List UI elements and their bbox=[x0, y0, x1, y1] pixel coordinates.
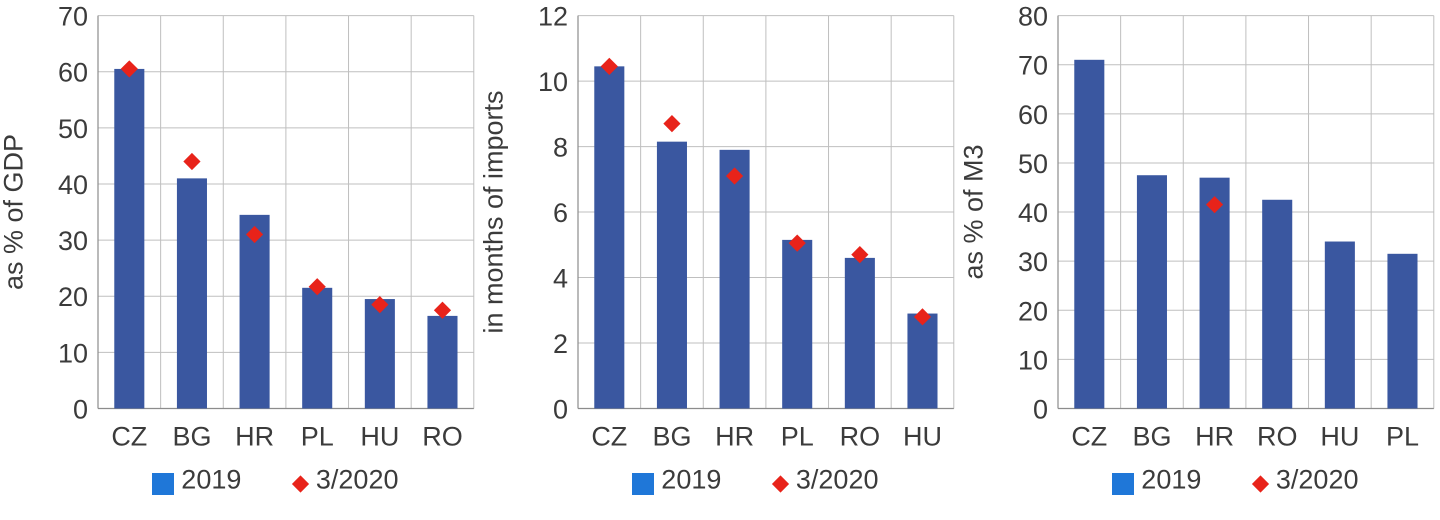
svg-text:HU: HU bbox=[903, 422, 942, 452]
svg-text:20: 20 bbox=[1018, 296, 1048, 326]
svg-text:CZ: CZ bbox=[1071, 422, 1107, 452]
svg-text:RO: RO bbox=[840, 422, 881, 452]
svg-text:20: 20 bbox=[58, 282, 88, 312]
svg-text:70: 70 bbox=[1018, 51, 1048, 81]
svg-text:10: 10 bbox=[58, 338, 88, 368]
svg-text:6: 6 bbox=[553, 198, 568, 228]
svg-text:30: 30 bbox=[1018, 247, 1048, 277]
svg-text:2019: 2019 bbox=[1141, 464, 1201, 494]
svg-text:4: 4 bbox=[553, 264, 568, 294]
svg-text:50: 50 bbox=[1018, 149, 1048, 179]
svg-text:2019: 2019 bbox=[181, 464, 241, 494]
svg-text:HU: HU bbox=[1320, 422, 1359, 452]
svg-text:0: 0 bbox=[553, 395, 568, 425]
svg-text:BG: BG bbox=[1132, 422, 1171, 452]
svg-text:RO: RO bbox=[1257, 422, 1298, 452]
svg-text:0: 0 bbox=[73, 395, 88, 425]
svg-text:12: 12 bbox=[538, 2, 568, 32]
svg-text:BG: BG bbox=[652, 422, 691, 452]
svg-text:HR: HR bbox=[1195, 422, 1234, 452]
svg-text:60: 60 bbox=[58, 58, 88, 88]
svg-text:3/2020: 3/2020 bbox=[796, 464, 879, 494]
svg-text:CZ: CZ bbox=[591, 422, 627, 452]
svg-text:3/2020: 3/2020 bbox=[1276, 464, 1359, 494]
svg-text:30: 30 bbox=[58, 226, 88, 256]
svg-text:8: 8 bbox=[553, 133, 568, 163]
svg-text:2019: 2019 bbox=[661, 464, 721, 494]
svg-text:CZ: CZ bbox=[111, 422, 147, 452]
svg-text:HR: HR bbox=[235, 422, 274, 452]
svg-text:BG: BG bbox=[172, 422, 211, 452]
svg-text:PL: PL bbox=[781, 422, 814, 452]
svg-text:HU: HU bbox=[360, 422, 399, 452]
svg-text:3/2020: 3/2020 bbox=[316, 464, 399, 494]
svg-text:0: 0 bbox=[1033, 395, 1048, 425]
svg-text:40: 40 bbox=[1018, 198, 1048, 228]
svg-text:80: 80 bbox=[1018, 2, 1048, 32]
svg-text:2: 2 bbox=[553, 329, 568, 359]
svg-text:70: 70 bbox=[58, 2, 88, 32]
svg-text:10: 10 bbox=[1018, 345, 1048, 375]
svg-text:50: 50 bbox=[58, 114, 88, 144]
svg-text:PL: PL bbox=[1386, 422, 1419, 452]
svg-text:10: 10 bbox=[538, 67, 568, 97]
svg-text:PL: PL bbox=[301, 422, 334, 452]
svg-text:40: 40 bbox=[58, 170, 88, 200]
svg-text:60: 60 bbox=[1018, 100, 1048, 130]
svg-text:HR: HR bbox=[715, 422, 754, 452]
svg-text:RO: RO bbox=[422, 422, 463, 452]
